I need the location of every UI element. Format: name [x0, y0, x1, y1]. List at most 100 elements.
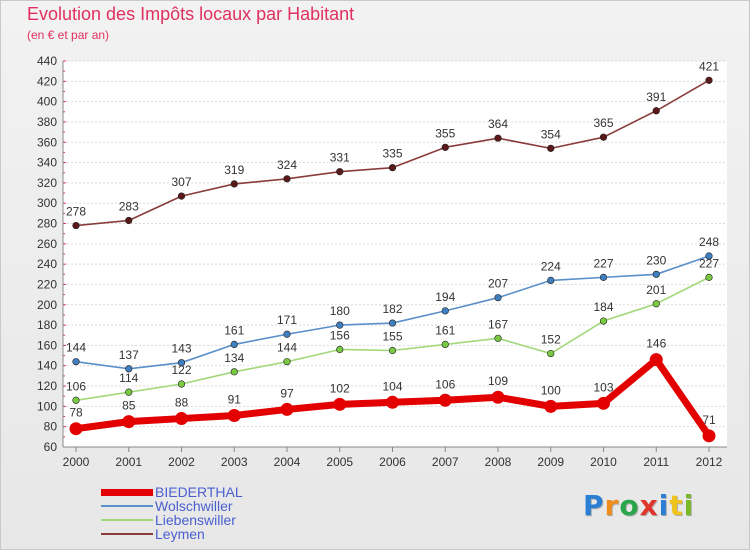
data-point — [336, 321, 344, 329]
data-point — [597, 396, 610, 410]
legend-label: BIEDERTHAL — [155, 484, 243, 500]
logo-letter: x — [639, 489, 659, 522]
data-label: 227 — [593, 256, 613, 270]
y-tick-label: 160 — [37, 338, 57, 352]
data-point — [494, 294, 502, 302]
data-point — [494, 134, 502, 142]
data-point — [283, 358, 291, 366]
data-label: 161 — [224, 323, 244, 337]
data-point — [72, 396, 80, 404]
logo-letter: t — [669, 489, 684, 522]
y-tick-label: 220 — [37, 277, 57, 291]
data-point — [230, 368, 238, 376]
data-point — [705, 273, 713, 281]
chart-title: Evolution des Impôts locaux par Habitant — [27, 4, 355, 24]
data-point — [72, 358, 80, 366]
data-label: 143 — [171, 342, 191, 356]
data-point — [177, 192, 186, 200]
x-tick-label: 2012 — [696, 455, 723, 469]
legend-swatch — [101, 488, 153, 496]
data-label: 91 — [228, 393, 242, 407]
y-tick-label: 80 — [44, 420, 58, 434]
data-point — [283, 330, 291, 338]
chart-subtitle: (en € et par an) — [27, 28, 110, 42]
legend-swatch — [101, 519, 153, 521]
data-label: 134 — [224, 351, 244, 365]
y-tick-label: 140 — [37, 359, 57, 373]
data-point — [649, 353, 663, 367]
data-point — [125, 216, 133, 225]
data-point — [599, 317, 608, 325]
x-tick-label: 2003 — [221, 455, 248, 469]
proxiti-logo: Proxiti — [583, 489, 694, 522]
logo-letter: i — [683, 489, 695, 522]
data-point — [175, 412, 188, 426]
legend-swatch — [101, 533, 153, 535]
legend-label: Leymen — [155, 526, 205, 542]
data-label: 391 — [646, 90, 666, 104]
data-label: 365 — [593, 116, 613, 130]
data-point — [599, 133, 608, 141]
data-point — [122, 415, 136, 429]
data-label: 331 — [330, 151, 350, 165]
data-label: 224 — [541, 259, 561, 273]
y-tick-label: 200 — [37, 298, 57, 312]
x-tick-label: 2009 — [537, 455, 564, 469]
data-point — [125, 388, 133, 396]
series-wolschwiller: 144 137 143 161 171 180 182 194 207 224 227 230 248 — [66, 235, 719, 373]
data-label: 307 — [171, 175, 191, 189]
data-point — [547, 144, 555, 152]
y-tick-label: 440 — [37, 54, 57, 68]
grid — [63, 60, 727, 448]
data-point — [177, 380, 186, 388]
data-point — [227, 409, 241, 423]
data-label: 137 — [119, 348, 139, 362]
data-label: 227 — [699, 256, 719, 270]
data-label: 364 — [488, 117, 508, 131]
logo-letter: P — [583, 489, 605, 522]
data-point — [177, 359, 186, 367]
data-point — [491, 390, 505, 404]
data-label: 180 — [330, 304, 350, 318]
y-tick-label: 120 — [37, 379, 57, 393]
data-point — [547, 349, 555, 358]
x-tick-label: 2004 — [274, 455, 301, 469]
x-axis: 2000 2001 2002 2003 2004 2005 2006 2007 2008 2009… — [63, 447, 723, 469]
data-label: 207 — [488, 277, 508, 291]
logo-letter: r — [604, 489, 620, 522]
data-point — [388, 346, 397, 355]
data-point — [333, 397, 347, 411]
data-point — [72, 221, 80, 230]
data-label: 122 — [171, 363, 191, 377]
data-label: 144 — [277, 341, 297, 355]
data-label: 144 — [66, 341, 86, 355]
data-label: 102 — [330, 381, 350, 395]
legend-label: Wolschwiller — [155, 498, 233, 514]
data-label: 354 — [541, 127, 561, 141]
x-tick-label: 2002 — [168, 455, 195, 469]
logo-letter: o — [619, 489, 640, 522]
data-point — [544, 399, 558, 413]
data-label: 171 — [277, 313, 297, 327]
legend-swatch — [101, 505, 153, 507]
data-label: 146 — [646, 337, 666, 351]
data-point — [652, 300, 660, 308]
data-label: 283 — [119, 199, 139, 213]
data-label: 355 — [435, 126, 455, 140]
data-point — [386, 395, 399, 409]
data-point — [69, 422, 83, 436]
data-label: 167 — [488, 317, 508, 331]
series-liebenswiller: 106 114 122 134 144 156 155 161 167 152 184 201 227 — [66, 256, 719, 404]
x-tick-label: 2000 — [63, 455, 90, 469]
data-point — [705, 252, 713, 260]
data-label: 421 — [699, 59, 719, 73]
y-tick-label: 280 — [37, 217, 57, 231]
data-label: 324 — [277, 158, 297, 172]
data-label: 230 — [646, 253, 666, 267]
data-point — [547, 276, 555, 285]
x-tick-label: 2006 — [379, 455, 406, 469]
y-tick-label: 420 — [37, 74, 57, 88]
y-tick-label: 260 — [37, 237, 57, 251]
data-point — [336, 168, 344, 176]
